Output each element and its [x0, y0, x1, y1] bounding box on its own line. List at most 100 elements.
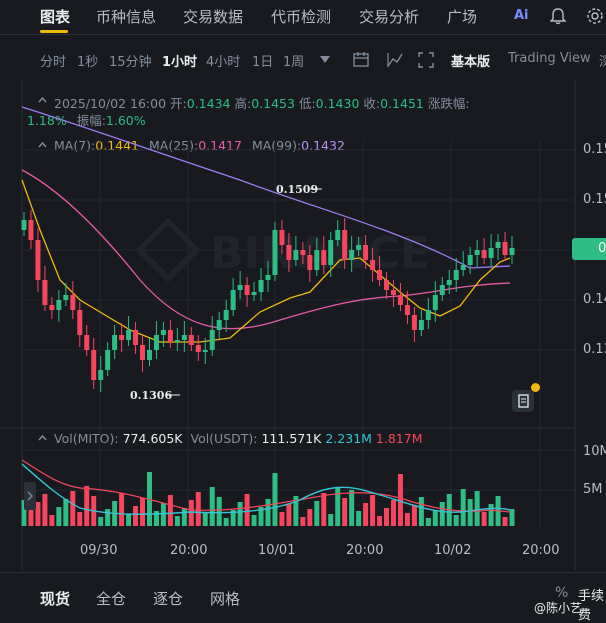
fee-percent-icon: % — [555, 585, 569, 601]
record-icon[interactable] — [512, 390, 534, 412]
collapse-vol-icon[interactable] — [38, 434, 47, 443]
candle-body — [174, 340, 180, 342]
candle-body — [119, 335, 125, 340]
volume-bar — [70, 491, 76, 526]
vol-ma2-value: 1.817M — [375, 431, 423, 446]
interval-1h[interactable]: 1小时 — [162, 55, 198, 70]
tab-isolated[interactable]: 逐仓 — [153, 590, 184, 608]
close-label: 收: — [363, 96, 381, 111]
open-value: 0.1434 — [186, 96, 231, 111]
x-axis-label: 10/01 — [258, 543, 296, 558]
candle-body — [411, 315, 417, 330]
ma99-label: MA(99): — [251, 138, 302, 153]
candle-body — [495, 242, 501, 248]
volume-bar — [342, 498, 348, 526]
fee-label[interactable]: 手续费 — [578, 589, 605, 623]
volume-bar — [314, 501, 320, 526]
candle-body — [453, 270, 459, 280]
tab-square[interactable]: 广场 — [447, 8, 478, 26]
interval-toolbar: 分时 1秒 15分钟 1小时 4小时 1日 1周 基本版 Trading Vie… — [0, 44, 606, 74]
vol-usdt-value: 111.571K — [261, 431, 322, 446]
candle-body — [237, 285, 243, 290]
volume-bar — [300, 517, 306, 526]
candle-body — [216, 320, 222, 330]
volume-bar — [418, 497, 424, 526]
candle-body — [384, 280, 390, 290]
volume-bar — [377, 516, 383, 526]
volume-bar — [42, 494, 48, 526]
volume-bar — [363, 503, 369, 526]
caret-down-icon[interactable] — [320, 56, 330, 64]
volume-bar — [272, 473, 278, 526]
binance-logo-watermark — [135, 217, 201, 283]
volume-bar — [181, 508, 187, 526]
tab-chart[interactable]: 图表 — [40, 8, 71, 26]
volume-bar — [223, 518, 229, 526]
volume-bar — [167, 495, 173, 526]
price-chart[interactable]: BINANCE — [0, 80, 606, 570]
y-axis-label: 0.14 — [583, 292, 606, 307]
volume-bar — [488, 504, 494, 526]
tab-spot[interactable]: 现货 — [40, 590, 71, 608]
interval-timeline[interactable]: 分时 — [40, 55, 67, 70]
amplitude-label: 振幅: — [76, 113, 106, 128]
ma99-value: 0.1432 — [301, 138, 345, 153]
tab-coin-info[interactable]: 币种信息 — [96, 8, 157, 26]
interval-1w[interactable]: 1周 — [283, 55, 305, 70]
settings-icon[interactable] — [586, 7, 604, 25]
candle-body — [140, 345, 146, 360]
candle-body — [397, 295, 403, 305]
candle-body — [98, 370, 104, 380]
binance-watermark: BINANCE — [210, 228, 430, 279]
sidebar-expand-handle[interactable] — [24, 482, 36, 510]
basic-version-tab[interactable]: 基本版 — [451, 55, 491, 70]
interval-15m[interactable]: 15分钟 — [109, 55, 152, 70]
depth-tab[interactable]: 深 — [599, 55, 606, 70]
candle-body — [105, 350, 111, 370]
candle-body — [49, 305, 55, 310]
ma99-line — [21, 106, 511, 269]
high-annotation: 0.1509 — [276, 183, 319, 196]
interval-1d[interactable]: 1日 — [252, 55, 274, 70]
tradingview-tab[interactable]: Trading View — [508, 51, 591, 66]
candle-body — [467, 255, 473, 265]
chart-grid — [22, 140, 575, 530]
volume-bar — [126, 514, 132, 526]
tab-trade-data[interactable]: 交易数据 — [183, 8, 244, 26]
candle-body — [251, 292, 257, 295]
volume-bar — [49, 515, 55, 526]
indicator-icon[interactable] — [352, 51, 370, 69]
candle-body — [488, 248, 494, 258]
candle-body — [328, 240, 334, 265]
candle-body — [28, 220, 34, 240]
candle-body — [112, 335, 118, 350]
candle-body — [300, 250, 306, 255]
interval-4h[interactable]: 4小时 — [206, 55, 241, 70]
candle-body — [77, 310, 83, 335]
tab-grid[interactable]: 网格 — [210, 590, 241, 608]
volume-bar — [453, 515, 459, 526]
tab-trade-analysis[interactable]: 交易分析 — [359, 8, 420, 26]
volume-bar — [502, 517, 508, 526]
ai-icon[interactable]: Ai — [514, 8, 529, 23]
collapse-info-icon[interactable] — [38, 96, 47, 105]
candle-body — [167, 330, 173, 342]
change-value: 1.18% — [27, 113, 67, 128]
tab-token-check[interactable]: 代币检测 — [271, 8, 332, 26]
fullscreen-icon[interactable] — [417, 51, 435, 69]
volume-bar — [84, 486, 90, 526]
x-axis-label: 20:00 — [346, 543, 384, 558]
current-price-value: 0.14 — [598, 241, 606, 256]
volume-bar — [432, 510, 438, 526]
drawing-tools-icon[interactable] — [386, 51, 404, 69]
candle-body — [244, 285, 250, 295]
interval-1s[interactable]: 1秒 — [77, 55, 99, 70]
volume-bar — [105, 509, 111, 526]
candle-body — [342, 230, 348, 260]
volume-bar — [21, 500, 27, 526]
candle-body — [481, 250, 487, 258]
bell-icon[interactable] — [550, 7, 566, 25]
volume-bar — [321, 493, 327, 526]
collapse-ma-icon[interactable] — [38, 141, 47, 150]
tab-cross[interactable]: 全仓 — [96, 590, 127, 608]
